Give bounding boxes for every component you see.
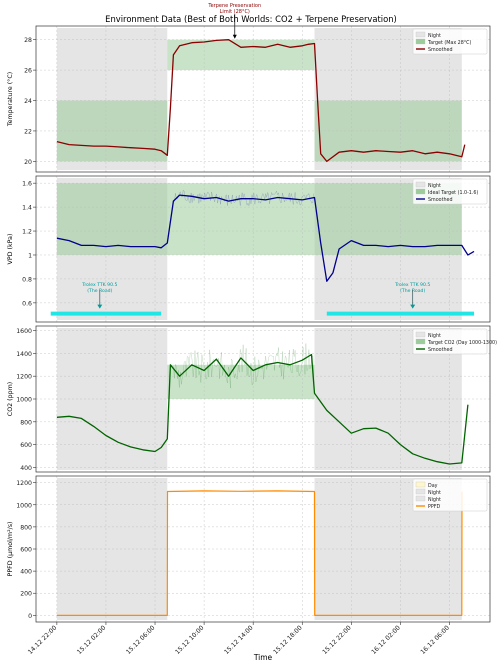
- y-tick-label: 1.4: [22, 205, 32, 212]
- y-tick-label: 400: [20, 569, 32, 576]
- x-tick-label: 14.12 22:00: [27, 624, 59, 656]
- y-tick-label: 1400: [16, 351, 32, 358]
- legend-swatch: [415, 331, 426, 338]
- raw-series-line: [173, 343, 314, 389]
- legend-label: Night: [428, 183, 441, 189]
- trolex-annotation: Trolex TTK 90.5(The Road): [394, 282, 430, 309]
- y-tick-label: 200: [20, 591, 32, 598]
- trolex-annotation: Trolex TTK 90.5(The Road): [81, 282, 117, 309]
- y-tick-label: 1000: [16, 397, 32, 404]
- x-tick-labels: 14.12 22:00 15.12 02:00 15.12 06:00 15.12 1…: [27, 622, 451, 656]
- y-tick-label: 600: [20, 547, 32, 554]
- annotation-arrowhead: [410, 304, 416, 309]
- plot-frame: [35, 175, 491, 323]
- y-tick-label: 24: [24, 98, 32, 105]
- legend-box: [412, 478, 488, 512]
- y-axis-label: Temperature (°C): [6, 72, 14, 127]
- x-tick-label: 15.12 14:00: [223, 624, 255, 656]
- panel-temperature: 20 22 24 26 28 Temperature (°C) Terpene Preser…: [6, 3, 491, 173]
- panel-co2: 400 600 800 1000 1200 1400 1600 CO2 (ppm) NightT…: [7, 325, 497, 473]
- legend-label: Smoothed: [428, 47, 453, 53]
- y-tick-label: 26: [24, 68, 32, 75]
- legend-swatch: [415, 495, 426, 502]
- legend-box: [412, 28, 488, 55]
- y-tick-label: 1200: [16, 374, 32, 381]
- y-tick-label: 1200: [16, 480, 32, 487]
- y-tick-label: 0.6: [22, 300, 32, 307]
- y-tick-label: 800: [20, 524, 32, 531]
- legend-swatch: [415, 338, 426, 345]
- y-tick-label: 1000: [16, 502, 32, 509]
- annotation-text: Trolex TTK 90.5: [394, 282, 430, 288]
- y-tick-label: 400: [20, 465, 32, 472]
- legend-label: PPFD: [428, 504, 441, 510]
- legend-swatch: [415, 38, 426, 45]
- legend-swatch: [415, 188, 426, 195]
- x-tick-label: 15.12 02:00: [76, 624, 108, 656]
- plot-frame: [35, 325, 491, 473]
- y-axis-label: CO2 (ppm): [7, 382, 14, 416]
- x-tick-label: 16.12 02:00: [370, 624, 402, 656]
- legend-swatch: [415, 488, 426, 495]
- x-tick-label: 16.12 06:00: [419, 624, 451, 656]
- plot-frame: [35, 25, 491, 173]
- x-tick-label: 15.12 18:00: [272, 624, 304, 656]
- legend-label: Night: [428, 490, 441, 496]
- y-tick-label: 1600: [16, 328, 32, 335]
- target-band: [167, 39, 315, 71]
- y-tick-label: 1: [28, 252, 32, 259]
- annotation-text: Terpene Preservation: [207, 3, 261, 9]
- series-line-ppfd: [56, 490, 463, 616]
- y-tick-label: 0.8: [22, 276, 32, 283]
- legend-label: Smoothed: [428, 197, 453, 203]
- y-tick-label: 800: [20, 419, 32, 426]
- legend-label: Night: [428, 33, 441, 39]
- legend-label: Night: [428, 497, 441, 503]
- y-axis-label: VPD (kPa): [7, 234, 14, 265]
- legend-label: Night: [428, 333, 441, 339]
- legend-swatch: [415, 181, 426, 188]
- legend-box: [412, 178, 488, 205]
- x-axis-label: Time: [253, 653, 273, 662]
- panel-vpd: 0.6 0.8 1 1.2 1.4 1.6 VPD (kPa) Trolex TTK 90.5…: [7, 175, 491, 323]
- y-tick-label: 20: [24, 159, 32, 166]
- y-tick-label: 1.6: [22, 181, 32, 188]
- x-tick-label: 15.12 22:00: [321, 624, 353, 656]
- y-tick-label: 600: [20, 442, 32, 449]
- series-line-smoothed: [56, 353, 469, 465]
- annotation-text: Limit (28°C): [220, 9, 250, 15]
- figure-title: Environment Data (Best of Both Worlds: C…: [105, 14, 397, 24]
- y-tick-label: 28: [24, 37, 32, 44]
- panel-ppfd: 0 200 400 600 800 1000 1200 PPFD (µmol/m²/s) Day…: [7, 475, 491, 623]
- series-line-smoothed: [56, 39, 466, 163]
- y-tick-label: 0: [28, 613, 32, 620]
- annotation-text: Trolex TTK 90.5: [81, 282, 117, 288]
- x-tick-label: 15.12 10:00: [174, 624, 206, 656]
- y-tick-label: 1.2: [22, 229, 32, 236]
- legend-swatch: [415, 481, 426, 488]
- annotation-arrowhead: [97, 304, 103, 309]
- legend-swatch: [415, 31, 426, 38]
- x-tick-label: 15.12 06:00: [125, 624, 157, 656]
- legend-label: Target (Max 28°C): [427, 40, 472, 46]
- legend-box: [412, 328, 488, 355]
- legend-label: Day: [428, 483, 438, 489]
- y-axis-label: PPFD (µmol/m²/s): [7, 522, 14, 577]
- target-band: [167, 364, 315, 399]
- target-band: [56, 183, 462, 255]
- legend-label: Smoothed: [428, 347, 453, 353]
- annotation-arrowhead: [232, 34, 237, 39]
- series-line-smoothed: [56, 194, 475, 282]
- y-tick-label: 22: [24, 128, 32, 135]
- plot-frame: [35, 475, 491, 623]
- panels-group: 20 22 24 26 28 Temperature (°C) Terpene Preser…: [6, 3, 497, 623]
- legend-label: Ideal Target (1.0-1.6): [428, 190, 478, 196]
- legend-label: Target CO2 (Day 1000-1300): [427, 340, 497, 346]
